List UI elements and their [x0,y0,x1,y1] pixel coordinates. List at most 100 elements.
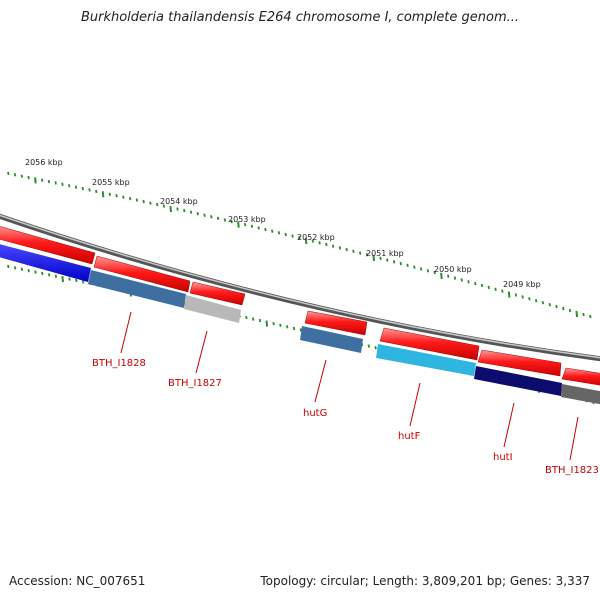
gene-labels: BTH_I1828 BTH_I1827 hutG hutF hutI BTH_I… [92,358,599,476]
tick-mark [210,215,213,219]
tick-mark [41,271,44,276]
tick-mark [352,249,355,253]
tick-mark [243,223,247,227]
tick-mark [419,267,423,271]
gene-arrow-forward[interactable] [0,225,96,265]
tick-mark [426,269,430,273]
gene-arrow-forward[interactable] [561,367,600,386]
gene-label[interactable]: hutF [398,431,421,442]
gene-label[interactable]: BTH_I1827 [168,378,222,389]
tick-mark [589,314,592,319]
leader-line [195,330,208,374]
tick-mark [216,216,220,221]
tick-mark [95,189,98,194]
tick-mark [521,295,524,299]
gene-bar-BTH_I1828[interactable] [88,270,186,308]
gene-label[interactable]: BTH_I1823 [545,465,599,476]
leader-line [569,416,579,461]
tick-mark [245,315,248,320]
tick-mark [406,263,409,268]
tick-mark [467,280,470,284]
gene-arrow-forward[interactable] [304,310,368,336]
tick-mark [47,273,51,277]
tick-mark [299,328,302,332]
leader-line [503,402,515,448]
gene-bar-BTH_I1827[interactable] [184,295,241,323]
accession-text: Accession: NC_007651 [9,574,146,588]
tick-mark [230,219,233,224]
forward-strand [0,225,600,386]
tick-mark [555,304,558,309]
tick-mark [507,291,511,298]
map-title: Burkholderia thailandensis E264 chromoso… [80,10,520,25]
tick-mark [548,302,551,307]
tick-mark [453,276,457,280]
gene-arrow-forward[interactable] [189,281,246,306]
tick-mark [298,236,301,240]
tick-mark [541,301,545,305]
tick-mark [61,182,64,187]
tick-mark [331,244,335,248]
tick-mark [54,181,57,185]
gene-label[interactable]: hutI [493,452,513,463]
tick-mark [101,191,105,198]
gene-bar-hutI[interactable] [474,366,562,396]
tick-mark [74,185,78,189]
tick-mark [34,270,37,274]
tick-mark [271,229,274,233]
tick-mark [284,232,287,237]
tick-mark [279,323,282,327]
tick-mark [68,277,71,281]
tick-mark [223,218,227,222]
tick-mark [575,310,579,318]
tick-mark [304,237,308,245]
gene-bar-hutF[interactable] [376,344,476,376]
tick-mark [252,317,255,321]
gene-label[interactable]: BTH_I1828 [92,358,146,369]
tick-mark [447,274,450,278]
leader-line [409,382,421,427]
tick-mark [68,184,71,188]
tick-mark [176,207,179,211]
tick-mark [250,224,254,228]
gene-arrow-forward[interactable] [379,327,480,361]
tick-mark [291,234,294,238]
ruler-labels: 2056 kbp 2055 kbp 2054 kbp 2053 kbp 2052… [25,158,541,289]
ruler-label: 2049 kbp [503,280,541,289]
gene-arrow-forward[interactable] [93,255,191,293]
tick-mark [40,178,44,182]
tick-mark [61,276,65,283]
tick-mark [292,326,296,331]
tick-mark [142,199,145,204]
gene-arrow-forward[interactable] [477,349,562,377]
tick-mark [480,283,484,288]
tick-mark [568,308,572,313]
tick-mark [88,188,91,192]
ruler-label: 2050 kbp [434,265,472,274]
tick-mark [54,274,58,278]
tick-mark [162,204,166,208]
tick-mark [345,247,348,252]
tick-mark [440,272,443,279]
tick-mark [433,270,436,275]
gene-bar[interactable] [0,243,91,282]
tick-mark [494,287,497,291]
tick-mark [372,254,376,262]
gene-label[interactable]: hutG [303,408,327,419]
gene-bar-hutG[interactable] [300,326,363,353]
leader-line [314,359,327,403]
tick-mark [156,202,159,207]
tick-mark [325,242,328,247]
tick-mark [392,260,396,264]
tick-mark [379,256,382,260]
tick-mark [257,226,260,230]
tick-mark [582,312,585,317]
tick-mark [20,267,24,271]
tick-mark [183,208,186,213]
tick-mark [338,246,342,250]
ruler-label: 2054 kbp [160,197,198,206]
gene-bar-BTH_I1823[interactable] [561,384,600,405]
tick-mark [264,227,267,232]
tick-mark [413,265,416,269]
